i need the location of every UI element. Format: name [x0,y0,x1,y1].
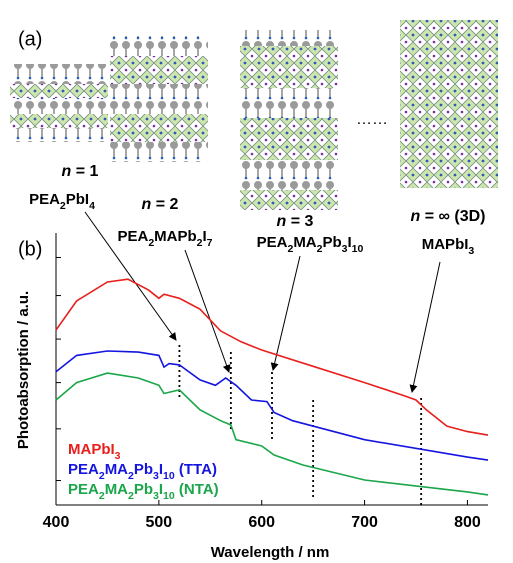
x-tick-label: 700 [351,514,378,531]
n-label: n = 2 [142,196,179,213]
legend-label: PEA2MA2Pb3I10 (TTA) [68,461,217,482]
formula: PEA2MAPb2I7 [117,228,212,249]
series-line [56,351,488,460]
structure-n3 [240,30,338,210]
n-label: n = 1 [62,163,99,180]
x-tick-label: 800 [454,514,481,531]
ellipsis: …… [356,111,388,128]
series-line [56,279,488,435]
formula: MAPbI3 [422,236,475,257]
x-tick-label: 500 [146,514,173,531]
n-label: n = ∞ (3D) [411,208,486,225]
legend-label: PEA2MA2Pb3I10 (NTA) [68,481,219,502]
n-label: n = 3 [277,213,314,230]
structure-n1 [10,64,108,142]
x-tick-label: 400 [43,514,70,531]
legend-label: MAPbI3 [68,441,121,462]
y-axis-label: Photoabsorption / a.u. [15,291,32,449]
formula: PEA2PbI4 [29,191,95,212]
panel-label: (a) [18,28,42,50]
x-axis-label: Wavelength / nm [211,544,330,561]
structure-3d [400,20,498,188]
x-tick-label: 600 [248,514,275,531]
panel-label: (b) [18,238,42,260]
structure-n2 [110,36,208,162]
figure: (a) …… n = 1 PEA2PbI4 n = 2 PEA2MAPb2I7 n = … [0,0,513,563]
formula: PEA2MA2Pb3I10 [257,234,364,255]
